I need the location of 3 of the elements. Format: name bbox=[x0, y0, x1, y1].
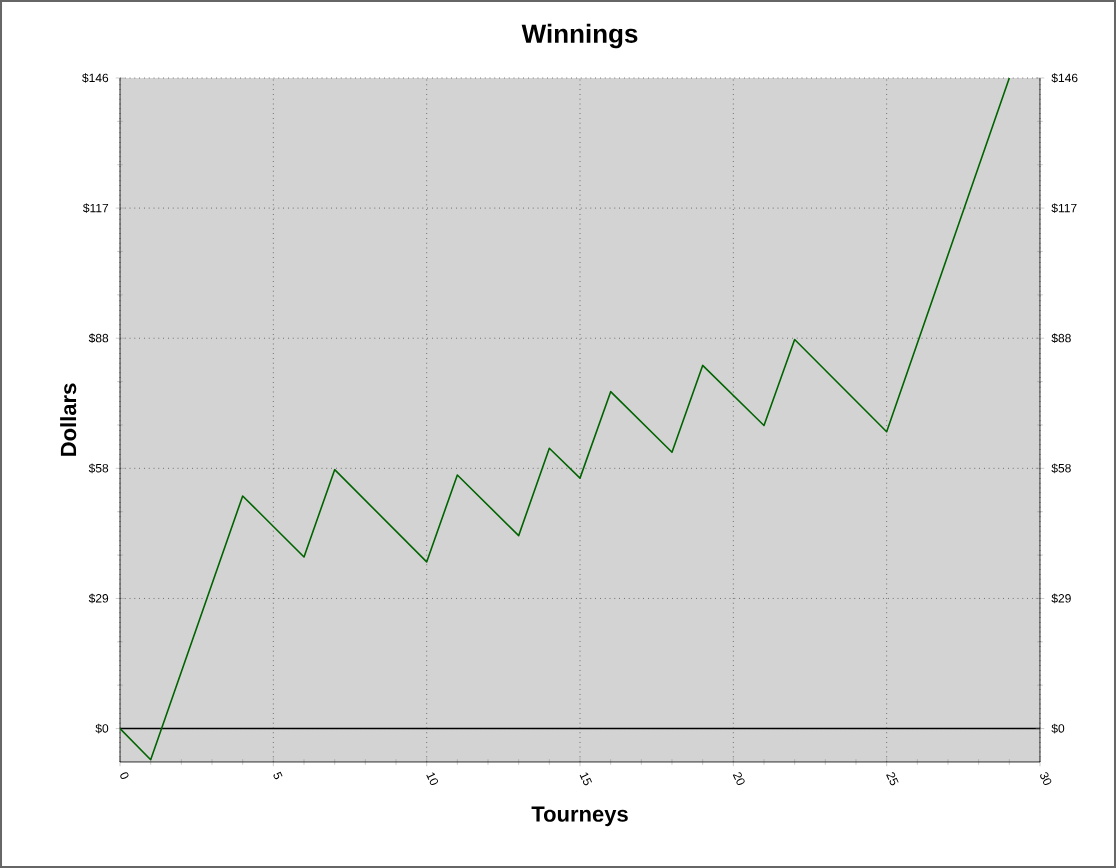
chart-title: Winnings bbox=[521, 23, 638, 49]
y-axis-title: Dollars bbox=[60, 383, 77, 456]
x-axis-title: Tourneys bbox=[531, 806, 628, 827]
